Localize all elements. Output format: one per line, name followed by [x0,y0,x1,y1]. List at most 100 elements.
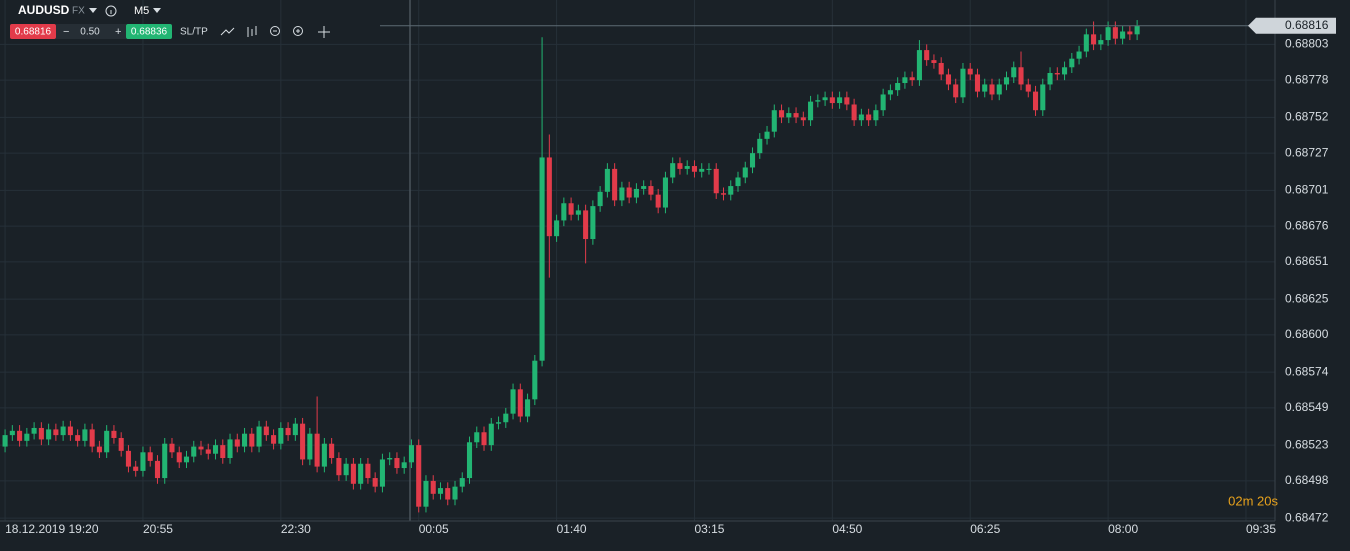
candle-body [466,442,473,479]
candle-body [1025,84,1031,92]
y-tick-label: 0.68472 [1285,510,1329,524]
candle-body [394,458,400,469]
candle-body [46,429,52,440]
candle-body [9,430,15,436]
lot-size[interactable]: 0.50 [80,27,100,38]
ask-button[interactable] [126,24,172,39]
candle-body [365,463,371,479]
y-tick-label: 0.68651 [1285,254,1329,268]
candle-body [75,435,81,441]
candle-body [242,433,248,447]
candle-body [575,210,581,215]
candle-body [104,430,110,453]
candle-body [713,168,719,194]
zoom-out-icon[interactable] [270,26,280,36]
candle-body [800,117,806,121]
info-icon[interactable] [105,5,117,17]
candle-body [111,430,117,438]
candle-body [626,187,632,198]
lot-plus[interactable]: + [115,26,121,38]
candle-body [989,84,995,95]
candle-body [633,188,639,198]
candle-body [858,114,864,121]
x-tick-label: 04:50 [832,522,862,536]
candle-body [53,429,59,436]
candle-body [488,423,494,446]
axes: 0.68472 0.68498 0.68523 0.68549 0.68574 0.686… [0,0,1336,536]
y-tick-label: 0.68600 [1285,327,1329,341]
sltp-button[interactable]: SL/TP [180,27,208,38]
candle-body [67,426,73,436]
candle-body [321,443,327,467]
candle-body [38,427,44,440]
lot-box[interactable] [56,24,126,39]
candle-body [895,83,901,91]
candle-body [96,446,102,453]
ask-price: 0.68836 [131,27,168,38]
candle-body [771,110,777,132]
candle-body [924,50,930,61]
candle-body [561,203,567,221]
lot-minus[interactable]: − [63,26,69,38]
candle-body [677,163,683,169]
zoom-in-icon[interactable] [293,26,303,36]
candle-body [749,153,756,168]
line-tool-icon[interactable] [220,27,235,36]
candle-body [416,445,422,507]
candle-body [437,488,444,494]
toolbar: AUDUSD FX M5 0.68816 − 0.50 + 0.68836 SL… [10,3,330,39]
crosshair-icon[interactable] [318,26,330,38]
timeframe[interactable]: M5 [134,5,149,17]
candle-body [837,97,843,104]
candle-body [205,449,211,454]
candle-body [554,220,560,237]
candle-body [1134,25,1140,35]
candle-body [350,463,356,484]
candle-body [662,177,668,208]
y-tick-label: 0.68676 [1285,218,1329,232]
candle-body [307,433,313,460]
candle-type-icon[interactable] [247,26,257,37]
candle-body [82,429,88,441]
x-tick-label: 22:30 [281,522,311,536]
market: FX [72,6,85,17]
candle-body [851,104,857,121]
candle-body [590,206,596,240]
symbol[interactable]: AUDUSD [18,3,70,17]
candle-body [757,138,763,154]
candle-body [960,68,966,98]
candle-body [198,446,204,450]
candle-body [612,168,618,201]
candle-body [481,432,487,446]
candle-body [285,427,291,436]
timeframe-dropdown[interactable] [153,8,161,13]
candle-body [401,462,407,469]
candle-body [191,446,197,457]
x-tick-label: 09:35 [1246,522,1276,536]
candle-body [1011,67,1017,78]
symbol-dropdown[interactable] [89,8,97,13]
last-price-label: 0.68816 [1285,18,1329,32]
candle-body [742,167,748,178]
candle-body [996,84,1002,95]
candle-body [822,97,828,101]
candle-body [974,74,981,92]
y-tick-label: 0.68549 [1285,400,1329,414]
candle-body [510,389,516,414]
candle-body [162,443,168,479]
candle-body [706,168,712,170]
bid-button[interactable] [10,24,56,39]
candle-body [604,168,610,192]
candle-body [343,463,349,476]
candle-body [866,114,872,121]
candle-body [336,458,342,476]
candle-body [263,426,269,436]
candle-body [60,426,66,436]
candle-body [648,186,654,195]
grid [0,0,1275,521]
candle-body [249,433,255,447]
candle-body [183,456,190,463]
candle-body [495,422,502,424]
candle-body [880,94,886,111]
